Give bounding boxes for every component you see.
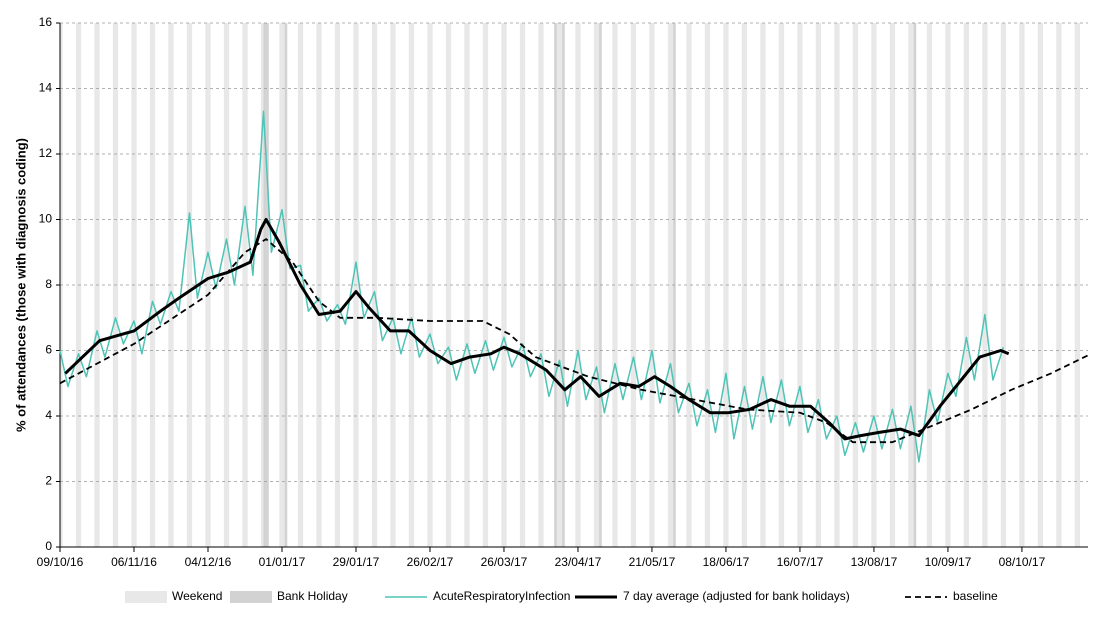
weekend-band — [207, 23, 211, 547]
bank-holiday-band — [554, 23, 557, 547]
weekend-band — [855, 23, 859, 547]
weekend-band — [741, 23, 745, 547]
weekend-band — [667, 23, 671, 547]
y-tick-label: 16 — [39, 15, 53, 29]
weekend-band — [1058, 23, 1062, 547]
weekend-band — [445, 23, 449, 547]
x-tick-label: 23/04/17 — [555, 555, 602, 569]
y-tick-label: 4 — [45, 408, 52, 422]
x-tick-label: 21/05/17 — [629, 555, 676, 569]
weekend-band — [279, 23, 282, 547]
weekend-band — [836, 23, 840, 547]
x-tick-label: 26/02/17 — [407, 555, 454, 569]
y-tick-label: 10 — [39, 212, 53, 226]
x-tick-label: 13/08/17 — [851, 555, 898, 569]
weekend-band — [1021, 23, 1025, 547]
weekend-band — [704, 23, 708, 547]
legend-bank-holiday-swatch — [230, 591, 272, 603]
weekend-band — [670, 23, 674, 547]
weekend-band — [577, 23, 581, 547]
x-tick-label: 01/01/17 — [259, 555, 306, 569]
y-tick-label: 12 — [39, 146, 53, 160]
weekend-band — [170, 23, 174, 547]
weekend-band — [316, 23, 319, 547]
y-tick-label: 0 — [45, 539, 52, 553]
weekend-band — [651, 23, 655, 547]
x-tick-label: 06/11/16 — [111, 555, 157, 569]
weekend-band — [374, 23, 378, 547]
weekend-band — [799, 23, 803, 547]
x-tick-label: 18/06/17 — [703, 555, 750, 569]
bank-holiday-band — [284, 23, 288, 547]
weekend-band — [429, 23, 433, 547]
x-tick-label: 04/12/16 — [185, 555, 232, 569]
y-axis-label: % of attendances (those with diagnosis c… — [13, 138, 28, 432]
y-tick-label: 14 — [39, 81, 53, 95]
weekend-band — [133, 23, 137, 547]
weekend-band — [223, 23, 227, 547]
y-tick-label: 8 — [45, 277, 52, 291]
x-tick-label: 08/10/17 — [999, 555, 1046, 569]
x-tick-label: 29/01/17 — [333, 555, 380, 569]
weekend-band — [260, 23, 264, 547]
weekend-band — [355, 23, 359, 547]
weekend-band — [1040, 23, 1044, 547]
weekend-band — [464, 23, 467, 547]
legend-label: 7 day average (adjusted for bank holiday… — [623, 589, 850, 603]
legend-label: AcuteRespiratoryInfection — [433, 589, 570, 603]
weekend-band — [889, 23, 893, 547]
legend-label: baseline — [953, 589, 998, 603]
weekend-band — [482, 23, 486, 547]
bank-holiday-band — [266, 23, 269, 547]
weekend-band — [614, 23, 618, 547]
weekend-band — [818, 23, 822, 547]
weekend-band — [448, 23, 452, 547]
weekend-band — [892, 23, 896, 547]
weekend-band — [392, 23, 396, 547]
weekend-band — [242, 23, 245, 547]
weekend-band — [1077, 23, 1081, 547]
weekend-band — [945, 23, 948, 547]
series-line — [59, 110, 1005, 463]
x-tick-label: 16/07/17 — [777, 555, 824, 569]
weekend-band — [189, 23, 193, 547]
legend-weekend-swatch — [125, 591, 167, 603]
weekend-band — [596, 23, 600, 547]
x-tick-label: 10/09/17 — [925, 555, 972, 569]
weekend-band — [519, 23, 523, 547]
legend-label: Bank Holiday — [277, 589, 348, 603]
y-tick-label: 2 — [45, 474, 52, 488]
x-tick-label: 26/03/17 — [481, 555, 528, 569]
weekend-band — [982, 23, 985, 547]
legend-label: Weekend — [172, 589, 222, 603]
weekend-band — [723, 23, 726, 547]
weekend-band — [908, 23, 911, 547]
x-tick-label: 09/10/16 — [37, 555, 84, 569]
y-tick-label: 6 — [45, 343, 52, 357]
weekend-band — [633, 23, 637, 547]
series-line — [64, 218, 1010, 441]
weekend-band — [94, 23, 97, 547]
weekend-band — [226, 23, 230, 547]
weekend-band — [760, 23, 763, 547]
weekend-band — [963, 23, 967, 547]
weekend-band — [873, 23, 877, 547]
weekend-band — [152, 23, 156, 547]
weekend-band — [926, 23, 930, 547]
weekend-band — [411, 23, 415, 547]
weekend-band — [538, 23, 541, 547]
weekend-band — [75, 23, 79, 547]
weekend-band — [501, 23, 504, 547]
bank-holiday-band — [562, 23, 565, 547]
series-line — [59, 238, 1089, 444]
weekend-band — [686, 23, 689, 547]
